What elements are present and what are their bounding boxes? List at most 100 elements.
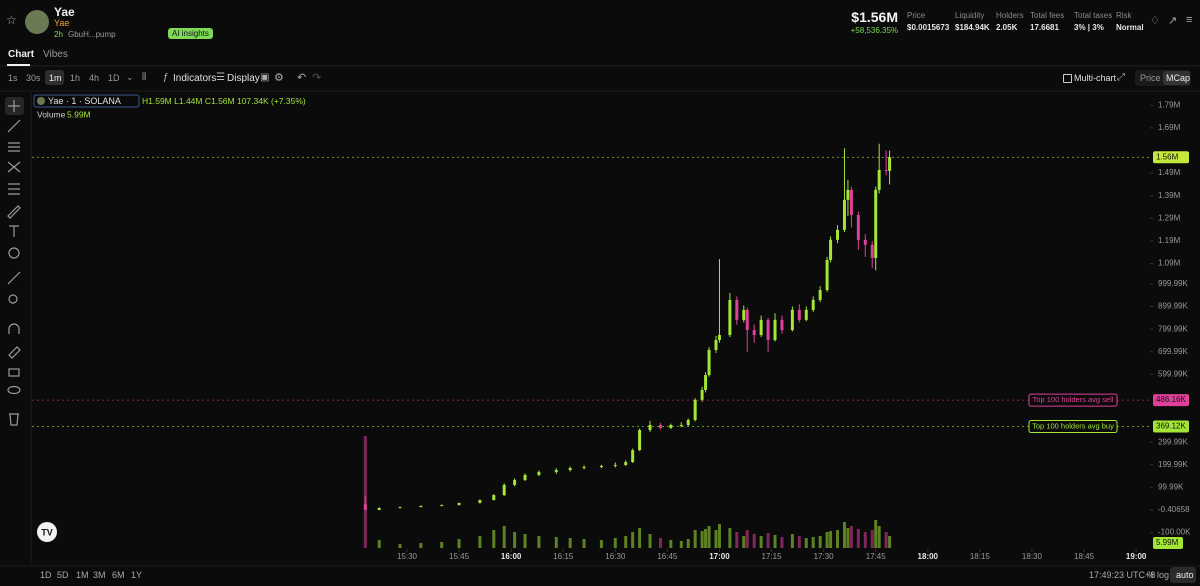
tool-icon[interactable] [7, 271, 21, 285]
x-tick-label: 19:00 [1126, 552, 1147, 561]
tool-icon[interactable] [7, 119, 21, 133]
candle-body [842, 199, 846, 230]
volume-bar [745, 530, 749, 548]
candle-body [599, 465, 603, 468]
candle-body [849, 189, 853, 215]
volume-bar [811, 537, 815, 548]
candle-body [568, 467, 572, 470]
volume-bar [728, 528, 732, 548]
volume-bar [457, 539, 461, 548]
price-line-label: 369.12K [1156, 422, 1186, 431]
volume-bar [631, 532, 635, 548]
interval-button[interactable]: 4h [89, 73, 100, 83]
candle-body [398, 507, 402, 509]
indicators-icon: ƒ [163, 72, 169, 83]
volume-bar [714, 530, 718, 548]
screenshot-icon[interactable]: ▣ [260, 72, 270, 83]
multi-chart-checkbox[interactable] [1063, 74, 1072, 83]
token-avatar [25, 10, 49, 34]
range-button[interactable]: 6M [112, 570, 125, 580]
y-tick-label: -0.40658 [1158, 505, 1190, 514]
volume-bar [419, 543, 423, 548]
undo-icon[interactable]: ↶ [297, 72, 307, 84]
share-icon[interactable]: ↗ [1168, 15, 1178, 27]
candle-body [836, 229, 840, 240]
candle-body [693, 399, 697, 421]
volume-bar [766, 533, 770, 548]
candle-body [745, 309, 749, 331]
auto-option[interactable]: auto [1176, 570, 1194, 580]
display-button[interactable]: Display [227, 73, 260, 84]
volume-bar [797, 536, 801, 548]
scale-mode-price[interactable]: Price [1140, 73, 1161, 83]
redo-icon[interactable]: ↷ [312, 72, 322, 84]
volume-bar [502, 526, 506, 548]
settings-icon[interactable]: ⚙ [274, 72, 284, 84]
volume-bar [888, 536, 892, 548]
volume-bar [735, 532, 739, 548]
tool-icon[interactable] [8, 346, 21, 359]
range-button[interactable]: 1M [76, 570, 89, 580]
scale-mode-mcap[interactable]: MCap [1166, 73, 1191, 83]
tool-icon[interactable] [7, 161, 21, 173]
stat-value: 17.6681 [1030, 23, 1059, 32]
range-button[interactable]: 1D [40, 570, 52, 580]
tool-icon[interactable] [8, 142, 20, 152]
y-tick-label: 799.99K [1158, 324, 1188, 333]
tool-icon[interactable] [8, 294, 18, 304]
interval-button[interactable]: 1m [49, 73, 62, 83]
indicators-button[interactable]: Indicators [173, 73, 217, 84]
tool-icon[interactable] [9, 225, 19, 237]
candle-body [513, 479, 517, 485]
interval-dropdown[interactable]: ⌄ [126, 72, 134, 82]
candle-body [704, 375, 708, 390]
tool-icon[interactable] [8, 368, 20, 377]
x-tick-label: 18:15 [970, 552, 991, 561]
tool-icon[interactable] [7, 385, 21, 395]
ai-insights-button[interactable]: AI insights [168, 28, 213, 39]
y-tick-label: 1.79M [1158, 100, 1181, 109]
candle-body [752, 330, 756, 336]
tab-vibes[interactable]: Vibes [43, 49, 68, 60]
interval-button[interactable]: 1D [108, 73, 120, 83]
x-tick-label: 16:15 [553, 552, 574, 561]
volume-bar [874, 520, 878, 548]
volume-bar [849, 526, 853, 548]
tool-icon[interactable] [8, 247, 20, 259]
volume-bar [700, 531, 704, 548]
alert-icon[interactable]: ♢ [1150, 15, 1160, 27]
scale-mode-active-bg [1163, 71, 1190, 85]
tool-icon[interactable] [8, 183, 20, 195]
tab-chart[interactable]: Chart [8, 49, 35, 60]
tool-icon[interactable] [8, 323, 20, 334]
plot-area: 1.79M 1.69M 1.49M 1.39M 1.29M 1.19M 1.09M 999.9… [32, 100, 1191, 561]
tool-icon[interactable] [7, 205, 21, 219]
range-button[interactable]: 1Y [131, 570, 143, 580]
fullscreen-icon[interactable]: ⤢ [1117, 72, 1125, 83]
range-button[interactable]: 3M [93, 570, 106, 580]
volume-bar [829, 531, 833, 548]
legend-symbol-box[interactable] [33, 94, 140, 108]
interval-button[interactable]: 1h [70, 73, 81, 83]
percent-option[interactable]: % [1147, 570, 1156, 580]
volume-bar [693, 530, 697, 548]
tool-icon[interactable] [8, 100, 20, 112]
interval-button[interactable]: 30s [26, 73, 41, 83]
tradingview-logo[interactable] [37, 522, 57, 542]
menu-icon[interactable]: ≡ [1186, 14, 1193, 26]
interval-button[interactable]: 1s [8, 73, 18, 83]
token-address[interactable]: GbuH...pump [68, 30, 116, 39]
volume-bar [856, 529, 860, 548]
volume-bar [624, 536, 628, 548]
log-option[interactable]: log [1157, 570, 1170, 580]
range-button[interactable]: 5D [57, 570, 69, 580]
volume-bar [742, 536, 746, 548]
multi-chart-label[interactable]: Multi-chart [1074, 73, 1117, 83]
price-line-label-bg [1153, 420, 1189, 433]
chart-type-icon[interactable]: ⫴ [142, 72, 147, 83]
candle-body [478, 500, 482, 504]
favorite-star[interactable]: ☆ [6, 13, 17, 27]
tool-icon[interactable] [9, 413, 19, 426]
y-tick-label: 599.99K [1158, 369, 1188, 378]
candle-body [377, 507, 381, 511]
